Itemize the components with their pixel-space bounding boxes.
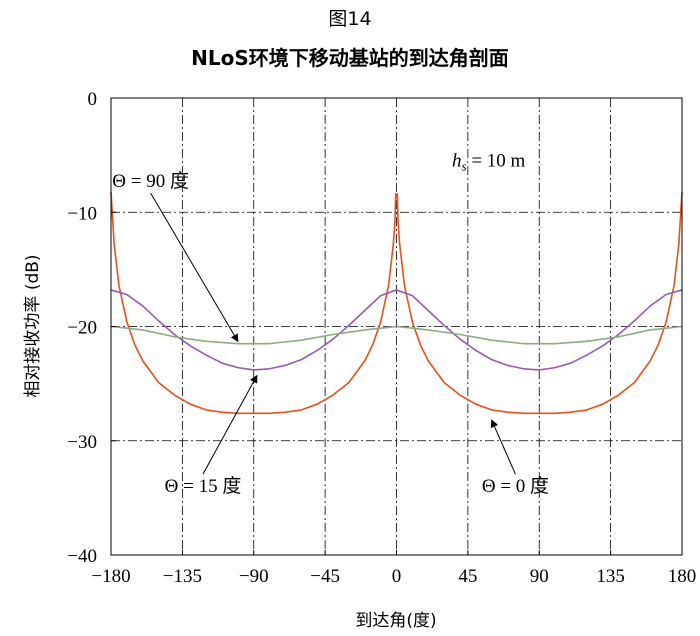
y-tick-label: 0 [88,89,98,110]
x-tick-label: 135 [596,566,625,587]
x-tick-label: −45 [310,566,340,587]
x-tick-label: 0 [392,566,402,587]
y-tick-label: −10 [67,203,97,224]
figure-label: 图14 [328,8,372,30]
annotation-label: Θ = 0 度 [482,475,549,497]
chart-title: NLoS环境下移动基站的到达角剖面 [191,46,509,70]
annotations-layer: Θ = 90 度 Θ = 15 度 Θ = 0 度 [112,170,549,497]
series-line-2 [110,325,683,345]
x-tick-label: 180 [668,566,697,587]
x-tick-label: −90 [239,566,269,587]
series-line-0 [110,191,683,415]
series-line-1 [110,289,683,371]
x-axis-label: 到达角(度) [355,611,436,631]
y-tick-label: −30 [67,432,97,453]
x-tick-label: −135 [163,566,202,587]
y-tick-label: −40 [67,546,97,567]
series-layer [110,191,683,415]
ticks-layer: −180 −135 −90 −45 0 45 90 135 180 0 −10 −20 −30 −40 [67,89,696,587]
param-value: = 10 m [467,151,526,172]
y-tick-label: −20 [67,318,97,339]
annotation-arrow [150,192,239,343]
annotation-arrow [202,374,258,475]
param-var: h [452,151,462,172]
annotation-label: Θ = 90 度 [112,170,189,192]
annotation-label: Θ = 15 度 [165,475,242,497]
x-tick-label: 90 [530,566,549,587]
param-sub: s [462,159,467,174]
x-tick-label: 45 [458,566,477,587]
y-axis-label: 相对接收功率 (dB) [23,254,43,397]
parameter-label: hs = 10 m [452,151,526,174]
x-tick-label: −180 [91,566,130,587]
annotation-arrow [490,419,516,475]
